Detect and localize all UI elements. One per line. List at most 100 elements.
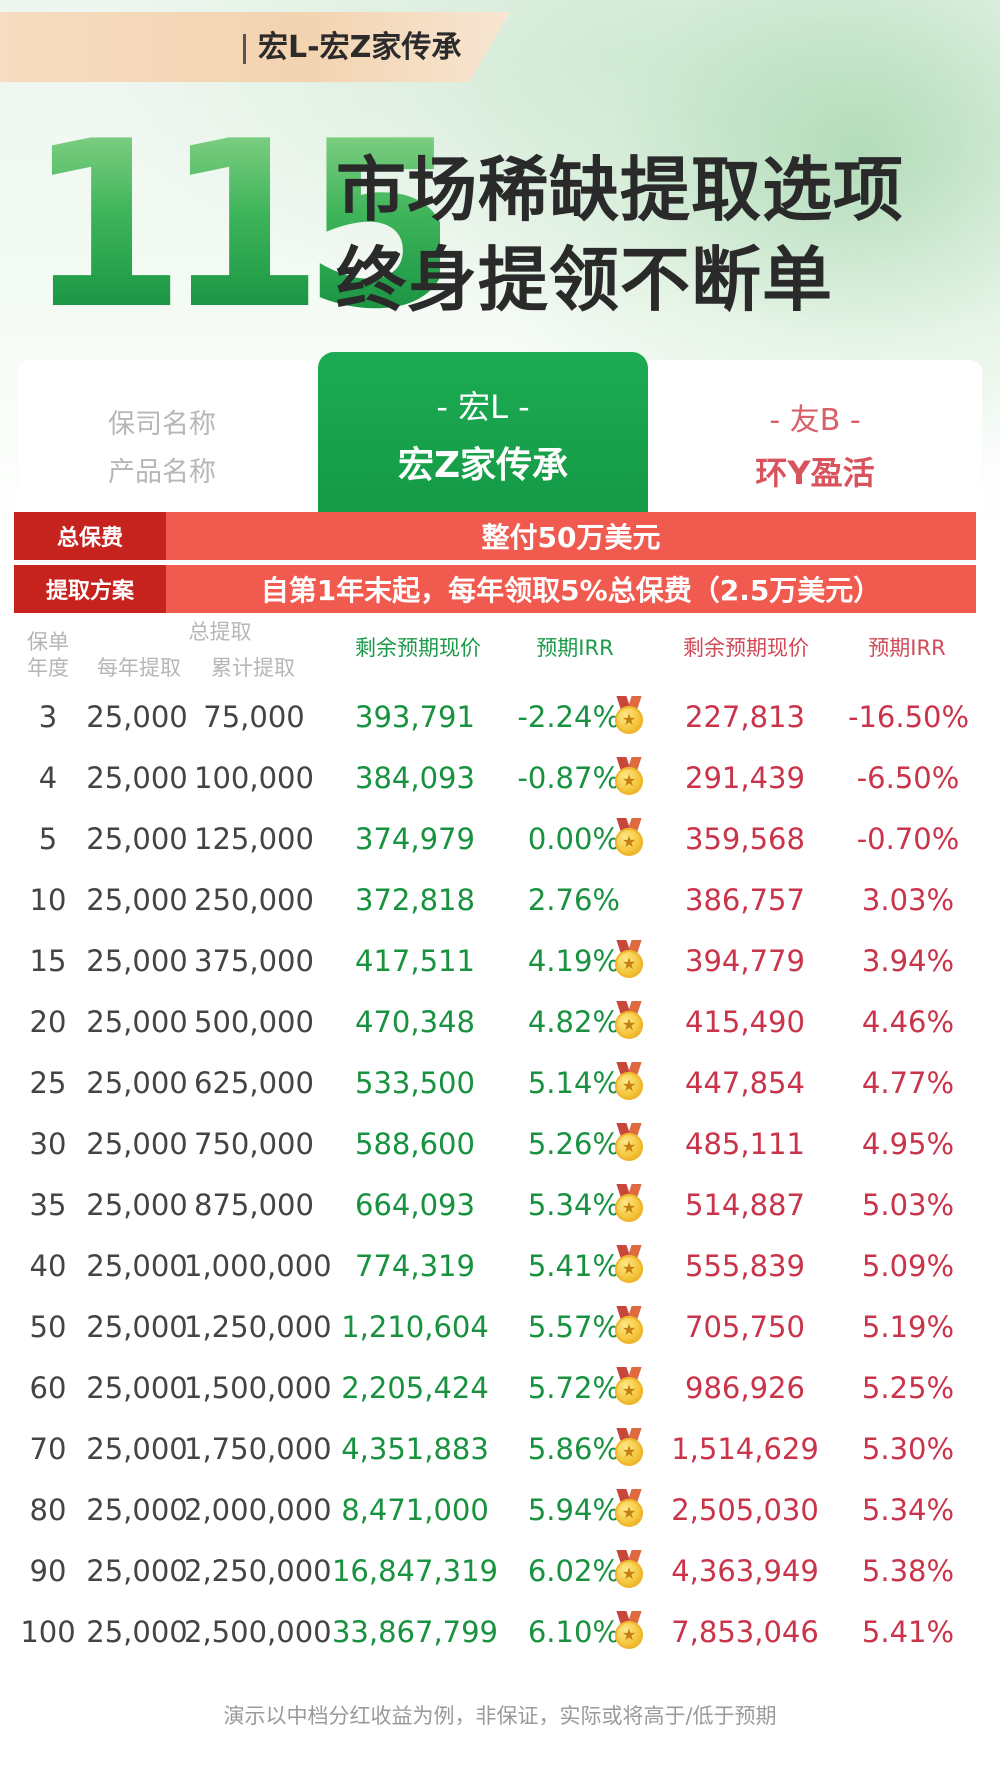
- row-rival-irr: 4.46%: [861, 1005, 955, 1039]
- row-rival-irr: 4.95%: [861, 1127, 955, 1161]
- header-rival-irr: 预期IRR: [868, 636, 946, 660]
- row-annual: 25,000: [86, 944, 188, 978]
- row-annual: 25,000: [86, 1554, 188, 1588]
- row-year: 35: [29, 1188, 67, 1222]
- row-cumulative: 2,000,000: [184, 1493, 332, 1527]
- medal-icon: ★: [612, 940, 646, 980]
- row-annual: 25,000: [86, 1005, 188, 1039]
- label-product: 产品名称: [108, 457, 216, 488]
- row-cumulative: 2,250,000: [184, 1554, 332, 1588]
- premium-value: 整付50万美元: [481, 521, 661, 554]
- row-annual: 25,000: [86, 1066, 188, 1100]
- row-irr: 5.34%: [527, 1188, 620, 1222]
- row-rival-irr: -0.70%: [856, 822, 960, 856]
- row-cash-value: 374,979: [355, 822, 475, 856]
- row-cumulative: 250,000: [194, 883, 314, 917]
- medal-icon: ★: [612, 1489, 646, 1529]
- row-rival-cash-value: 2,505,030: [671, 1493, 819, 1527]
- header-annual: 每年提取: [97, 656, 181, 680]
- row-rival-cash-value: 485,111: [685, 1127, 805, 1161]
- big-number: 115: [26, 93, 462, 360]
- medal-icon: ★: [612, 1611, 646, 1651]
- row-irr: 6.10%: [527, 1615, 620, 1649]
- row-cumulative: 500,000: [194, 1005, 314, 1039]
- row-cumulative: 1,500,000: [184, 1371, 332, 1405]
- row-rival-irr: 5.38%: [861, 1554, 955, 1588]
- main-product-card: - 宏L - 宏Z家传承: [318, 352, 648, 520]
- row-cash-value: 4,351,883: [341, 1432, 489, 1466]
- row-rival-cash-value: 447,854: [685, 1066, 805, 1100]
- medal-icon: ★: [612, 1062, 646, 1102]
- row-year: 70: [29, 1432, 67, 1466]
- row-cumulative: 100,000: [194, 761, 314, 795]
- row-annual: 25,000: [86, 1432, 188, 1466]
- row-rival-irr: 5.41%: [861, 1615, 955, 1649]
- row-year: 25: [29, 1066, 67, 1100]
- row-cash-value: 2,205,424: [341, 1371, 489, 1405]
- row-cumulative: 1,000,000: [184, 1249, 332, 1283]
- row-cash-value: 1,210,604: [341, 1310, 489, 1344]
- row-cumulative: 75,000: [203, 700, 305, 734]
- medal-icon: ★: [612, 696, 646, 736]
- row-rival-cash-value: 227,813: [685, 700, 805, 734]
- row-irr: 5.14%: [527, 1066, 620, 1100]
- row-rival-irr: 5.25%: [861, 1371, 955, 1405]
- row-cash-value: 384,093: [355, 761, 475, 795]
- medal-icon: ★: [612, 1550, 646, 1590]
- row-rival-cash-value: 986,926: [685, 1371, 805, 1405]
- premium-label: 总保费: [14, 512, 166, 560]
- medal-icon: ★: [612, 757, 646, 797]
- main-product-name: 宏Z家传承: [397, 445, 569, 486]
- plan-value: 自第1年末起，每年领取5%总保费（2.5万美元）: [260, 574, 882, 607]
- row-irr: 0.00%: [527, 822, 620, 856]
- row-annual: 25,000: [86, 1249, 188, 1283]
- row-cumulative: 1,750,000: [184, 1432, 332, 1466]
- medal-icon: ★: [612, 1001, 646, 1041]
- row-rival-cash-value: 394,779: [685, 944, 805, 978]
- row-irr: 2.76%: [527, 883, 620, 917]
- row-rival-cash-value: 555,839: [685, 1249, 805, 1283]
- row-rival-irr: 3.94%: [861, 944, 955, 978]
- row-rival-cash-value: 1,514,629: [671, 1432, 819, 1466]
- row-rival-cash-value: 386,757: [685, 883, 805, 917]
- row-irr: 6.02%: [527, 1554, 620, 1588]
- row-irr: -2.24%: [517, 700, 620, 734]
- row-year: 30: [29, 1127, 67, 1161]
- header-irr: 预期IRR: [536, 636, 614, 660]
- row-cash-value: 533,500: [355, 1066, 475, 1100]
- medal-icon: ★: [612, 1306, 646, 1346]
- row-rival-cash-value: 514,887: [685, 1188, 805, 1222]
- medal-icon: ★: [612, 1184, 646, 1224]
- row-rival-irr: 5.09%: [861, 1249, 955, 1283]
- header-year-1: 保单: [27, 630, 69, 654]
- row-cash-value: 417,511: [355, 944, 475, 978]
- header-rival-cash-value: 剩余预期现价: [683, 636, 809, 660]
- row-irr: 4.19%: [527, 944, 620, 978]
- row-irr: 5.94%: [527, 1493, 620, 1527]
- row-cumulative: 1,250,000: [184, 1310, 332, 1344]
- row-rival-irr: 5.19%: [861, 1310, 955, 1344]
- row-annual: 25,000: [86, 1615, 188, 1649]
- header-cash-value: 剩余预期现价: [355, 636, 481, 660]
- row-year: 60: [29, 1371, 67, 1405]
- main-company-name: - 宏L -: [436, 388, 530, 426]
- row-year: 15: [29, 944, 67, 978]
- row-cumulative: 625,000: [194, 1066, 314, 1100]
- medal-icon: ★: [612, 1367, 646, 1407]
- header-cumulative: 累计提取: [211, 656, 295, 680]
- row-rival-irr: -16.50%: [848, 700, 970, 734]
- tag-text: 宏L-宏Z家传承: [258, 30, 462, 65]
- row-year: 90: [29, 1554, 67, 1588]
- plan-label: 提取方案: [14, 565, 166, 613]
- row-annual: 25,000: [86, 1310, 188, 1344]
- label-company: 保司名称: [108, 409, 216, 440]
- row-year: 50: [29, 1310, 67, 1344]
- rival-product-name: 环Y盈活: [755, 454, 875, 492]
- row-irr: 5.57%: [527, 1310, 620, 1344]
- row-rival-irr: 5.30%: [861, 1432, 955, 1466]
- row-annual: 25,000: [86, 883, 188, 917]
- plan-band: 提取方案 自第1年末起，每年领取5%总保费（2.5万美元）: [14, 565, 976, 613]
- header-year-2: 年度: [27, 656, 69, 680]
- header-withdraw-group: 总提取: [188, 620, 252, 644]
- row-cash-value: 393,791: [355, 700, 475, 734]
